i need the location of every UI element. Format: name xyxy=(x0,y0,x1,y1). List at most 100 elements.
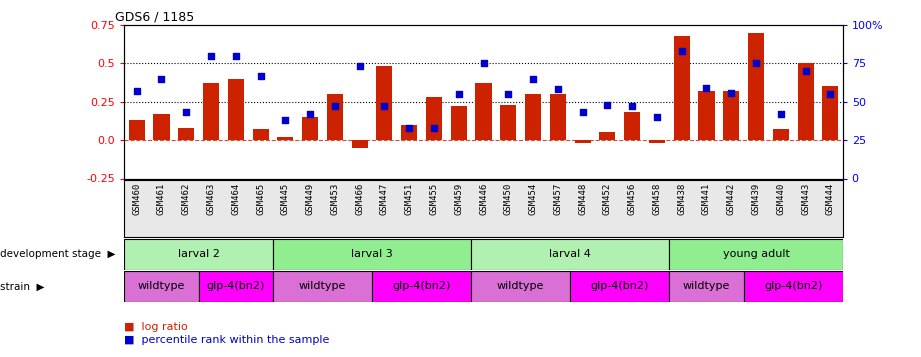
Point xyxy=(649,114,664,120)
Bar xyxy=(525,94,542,140)
Point xyxy=(154,76,169,82)
Text: wildtype: wildtype xyxy=(298,281,346,292)
Bar xyxy=(277,137,294,140)
Text: larval 4: larval 4 xyxy=(549,249,591,260)
Bar xyxy=(402,125,417,140)
Text: GSM458: GSM458 xyxy=(652,183,661,215)
Point xyxy=(624,104,639,109)
Bar xyxy=(624,112,640,140)
Bar xyxy=(798,64,813,140)
Bar xyxy=(472,239,670,270)
Point xyxy=(749,60,764,66)
Bar xyxy=(472,271,570,302)
Bar xyxy=(748,33,764,140)
Bar xyxy=(475,83,492,140)
Bar xyxy=(273,271,372,302)
Text: larval 2: larval 2 xyxy=(178,249,219,260)
Point xyxy=(303,111,318,117)
Text: GSM464: GSM464 xyxy=(231,183,240,215)
Bar xyxy=(570,271,670,302)
Text: GSM466: GSM466 xyxy=(356,183,364,215)
Text: larval 3: larval 3 xyxy=(351,249,393,260)
Text: GSM463: GSM463 xyxy=(206,183,216,215)
Bar xyxy=(743,271,843,302)
Point xyxy=(526,76,541,82)
Text: GSM450: GSM450 xyxy=(504,183,513,215)
Text: glp-4(bn2): glp-4(bn2) xyxy=(590,281,649,292)
Bar xyxy=(698,91,715,140)
Text: glp-4(bn2): glp-4(bn2) xyxy=(764,281,822,292)
Text: GSM438: GSM438 xyxy=(677,183,686,215)
Bar xyxy=(179,128,194,140)
Point xyxy=(179,110,193,115)
Point xyxy=(328,104,343,109)
Point xyxy=(724,90,739,95)
Text: GSM446: GSM446 xyxy=(479,183,488,215)
Point xyxy=(402,125,416,131)
Point xyxy=(501,91,516,97)
Text: GSM452: GSM452 xyxy=(603,183,612,215)
Point xyxy=(799,68,813,74)
Point xyxy=(204,53,218,59)
Text: GSM465: GSM465 xyxy=(256,183,265,215)
Point xyxy=(576,110,590,115)
Point xyxy=(278,117,293,123)
Text: GSM461: GSM461 xyxy=(157,183,166,215)
Bar xyxy=(673,36,690,140)
Text: wildtype: wildtype xyxy=(497,281,544,292)
Bar xyxy=(723,91,740,140)
Text: GSM445: GSM445 xyxy=(281,183,290,215)
Point xyxy=(129,88,144,94)
Point xyxy=(253,73,268,79)
Text: GSM448: GSM448 xyxy=(578,183,587,215)
Bar xyxy=(773,129,788,140)
Bar xyxy=(203,83,219,140)
Text: GSM455: GSM455 xyxy=(429,183,438,215)
Text: GSM459: GSM459 xyxy=(454,183,463,215)
Bar xyxy=(575,140,590,143)
Text: GSM456: GSM456 xyxy=(627,183,636,215)
Bar xyxy=(327,94,343,140)
Text: GSM447: GSM447 xyxy=(380,183,389,215)
Text: GSM449: GSM449 xyxy=(306,183,315,215)
Bar xyxy=(600,132,615,140)
Point xyxy=(476,60,491,66)
Bar xyxy=(550,94,565,140)
Text: glp-4(bn2): glp-4(bn2) xyxy=(206,281,265,292)
Bar xyxy=(199,271,273,302)
Point xyxy=(228,53,243,59)
Point xyxy=(426,125,441,131)
Text: GSM440: GSM440 xyxy=(776,183,786,215)
Bar xyxy=(822,86,838,140)
Bar xyxy=(252,129,269,140)
Bar xyxy=(302,117,318,140)
Text: ■  log ratio: ■ log ratio xyxy=(124,322,188,332)
Bar xyxy=(500,105,517,140)
Point xyxy=(377,104,391,109)
Point xyxy=(451,91,466,97)
Text: GDS6 / 1185: GDS6 / 1185 xyxy=(115,11,194,24)
Text: GSM443: GSM443 xyxy=(801,183,810,215)
Text: GSM454: GSM454 xyxy=(529,183,538,215)
Point xyxy=(699,85,714,91)
Bar xyxy=(273,239,472,270)
Text: GSM457: GSM457 xyxy=(554,183,563,215)
Text: strain  ▶: strain ▶ xyxy=(0,281,44,292)
Bar xyxy=(372,271,472,302)
Point xyxy=(551,87,565,92)
Text: GSM439: GSM439 xyxy=(752,183,761,215)
Bar xyxy=(377,66,392,140)
Text: wildtype: wildtype xyxy=(682,281,730,292)
Text: development stage  ▶: development stage ▶ xyxy=(0,249,115,260)
Text: GSM460: GSM460 xyxy=(133,183,141,215)
Bar xyxy=(124,271,199,302)
Text: GSM441: GSM441 xyxy=(702,183,711,215)
Bar xyxy=(426,97,442,140)
Text: GSM444: GSM444 xyxy=(826,183,834,215)
Text: glp-4(bn2): glp-4(bn2) xyxy=(392,281,450,292)
Bar xyxy=(129,120,145,140)
Bar xyxy=(450,106,467,140)
Bar xyxy=(352,140,367,148)
Point xyxy=(353,64,367,69)
Text: GSM462: GSM462 xyxy=(181,183,191,215)
